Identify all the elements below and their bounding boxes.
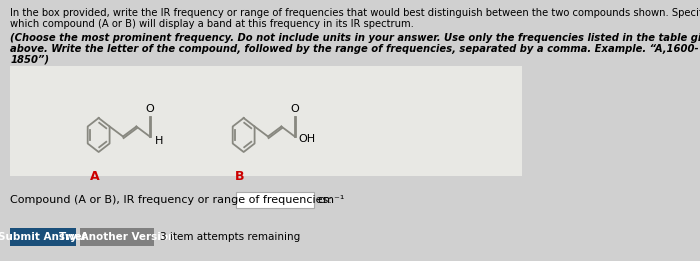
Text: Compound (A or B), IR frequency or range of frequencies:: Compound (A or B), IR frequency or range… bbox=[10, 195, 332, 205]
Text: H: H bbox=[155, 137, 163, 146]
FancyBboxPatch shape bbox=[10, 66, 522, 176]
Text: which compound (A or B) will display a band at this frequency in its IR spectrum: which compound (A or B) will display a b… bbox=[10, 19, 414, 29]
Text: B: B bbox=[235, 170, 245, 183]
Text: 1850”): 1850”) bbox=[10, 55, 49, 65]
FancyBboxPatch shape bbox=[236, 192, 314, 208]
Text: cm⁻¹: cm⁻¹ bbox=[317, 195, 344, 205]
Text: Submit Answer: Submit Answer bbox=[0, 232, 88, 242]
FancyBboxPatch shape bbox=[10, 228, 76, 246]
Text: OH: OH bbox=[298, 134, 316, 145]
Text: O: O bbox=[146, 104, 154, 114]
Text: above. Write the letter of the compound, followed by the range of frequencies, s: above. Write the letter of the compound,… bbox=[10, 44, 699, 54]
Text: (Choose the most prominent frequency. Do not include units in your answer. Use o: (Choose the most prominent frequency. Do… bbox=[10, 33, 700, 43]
Text: O: O bbox=[290, 104, 299, 114]
FancyBboxPatch shape bbox=[80, 228, 155, 246]
Text: In the box provided, write the IR frequency or range of frequencies that would b: In the box provided, write the IR freque… bbox=[10, 8, 700, 18]
Text: Try Another Version: Try Another Version bbox=[59, 232, 176, 242]
Text: 3 item attempts remaining: 3 item attempts remaining bbox=[160, 232, 300, 242]
Text: A: A bbox=[90, 170, 99, 183]
